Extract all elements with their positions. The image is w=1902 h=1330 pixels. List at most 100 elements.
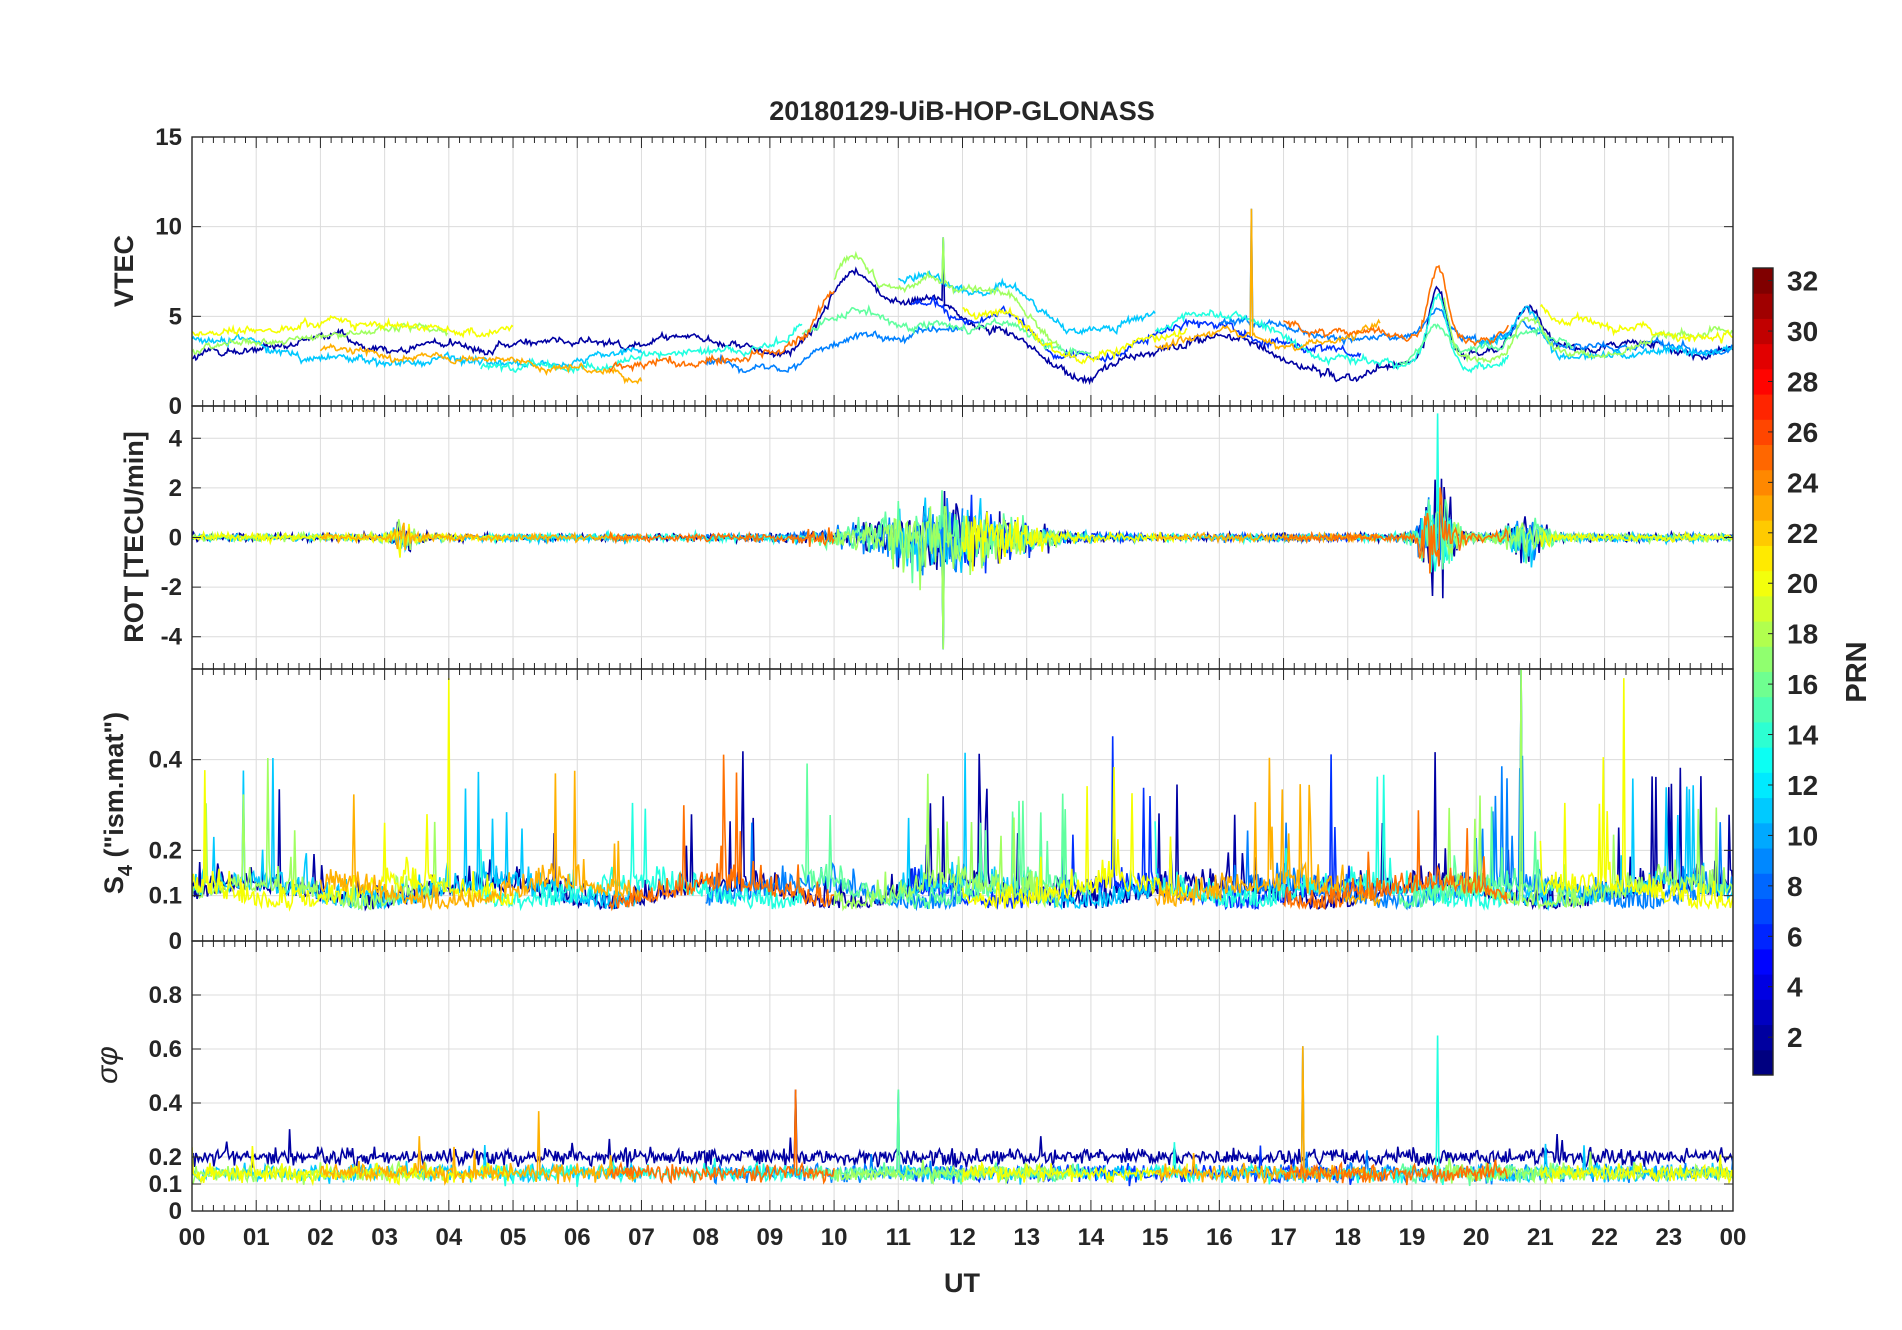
colorbar-segment <box>1753 822 1773 849</box>
sigma-series-prn-22 <box>319 1111 643 1186</box>
colorbar-segments <box>1753 268 1773 1076</box>
colorbar-segment <box>1753 999 1773 1026</box>
colorbar-segment <box>1753 848 1773 874</box>
panel-rot: -4 -2 0 2 4 ROT [TECU/min] <box>119 405 1734 670</box>
sigma-series-prn-20 <box>961 1160 1188 1183</box>
colorbar-segment <box>1753 873 1773 899</box>
vtec-ytick-label: 0 <box>169 393 182 420</box>
sigma-series <box>192 1035 1733 1187</box>
vtec-series-prn-15 <box>1398 323 1574 366</box>
s4-ytick-label: 0.1 <box>149 883 182 910</box>
s4-ylabel-sub: 4 <box>115 864 137 876</box>
s4-series-prn-24 <box>1282 810 1509 910</box>
colorbar-segment <box>1753 293 1773 319</box>
colorbar-label: PRN <box>1841 641 1873 702</box>
colorbar-tick-label: 16 <box>1787 669 1818 700</box>
x-tick-label: 00 <box>179 1224 206 1251</box>
colorbar-tick-label: 30 <box>1787 316 1818 347</box>
x-tick-label: 11 <box>886 1224 911 1251</box>
x-tick-label: 04 <box>435 1224 462 1251</box>
x-tick-label: 02 <box>307 1224 334 1251</box>
colorbar-segment <box>1753 318 1773 345</box>
s4-ylabel-rest: ("ism.mat") <box>99 712 129 865</box>
x-tick-label: 03 <box>371 1224 398 1251</box>
rot-ytick-label: 2 <box>169 475 182 502</box>
vtec-ticks: 0 5 10 15 <box>155 124 1734 420</box>
colorbar-segment <box>1753 923 1773 950</box>
vtec-ytick-label: 10 <box>155 214 182 241</box>
colorbar-segment <box>1753 570 1773 597</box>
s4-ylabel-main: S <box>99 876 129 894</box>
colorbar-segment <box>1753 948 1773 975</box>
rot-ytick-label: 0 <box>169 525 182 552</box>
colorbar-segment <box>1753 545 1773 572</box>
chart-title: 20180129-UiB-HOP-GLONASS <box>769 96 1155 126</box>
sigma-series-prn-17 <box>833 1159 1060 1186</box>
rot-series-prn-22 <box>320 522 643 551</box>
vtec-ytick-label: 5 <box>169 303 182 330</box>
vtec-series-prn-15 <box>801 304 1092 356</box>
vtec-series-prn-13 <box>480 323 803 375</box>
vtec-series-prn-22 <box>1154 208 1381 352</box>
x-tick-label: 12 <box>949 1224 976 1251</box>
colorbar-tick-label: 22 <box>1787 518 1818 549</box>
rot-series-prn-20 <box>961 511 1188 572</box>
vtec-series <box>192 208 1733 386</box>
x-tick-label: 17 <box>1270 1224 1297 1251</box>
rot-ticks: -4 -2 0 2 4 <box>161 406 1734 669</box>
vtec-series-prn-22 <box>319 342 643 385</box>
colorbar-tick-label: 26 <box>1787 417 1818 448</box>
vtec-series-prn-5 <box>911 295 1362 364</box>
colorbar-segment <box>1753 520 1773 546</box>
sigma-ytick-label: 0 <box>169 1198 182 1225</box>
x-tick-label: 08 <box>692 1224 719 1251</box>
sigma-series-prn-1 <box>192 1089 1733 1170</box>
s4-series-prn-15 <box>801 763 1092 910</box>
s4-series-prn-5 <box>910 736 1362 911</box>
sigma-ytick-label: 0.4 <box>149 1090 183 1117</box>
vtec-series-prn-24 <box>608 290 835 373</box>
vtec-series-prn-17 <box>192 321 449 355</box>
x-tick-label: 16 <box>1206 1224 1233 1251</box>
rot-series-prn-24 <box>608 527 835 547</box>
colorbar-tick-label: 12 <box>1787 770 1818 801</box>
vtec-series-prn-8 <box>704 323 964 375</box>
sigma-series-prn-13 <box>1154 1035 1510 1186</box>
sigma-ticks: 00.10.2 0.4 0.6 0.8 <box>149 941 1734 1225</box>
sigma-ytick-label: 0.8 <box>149 982 182 1009</box>
panel-vtec: 0 5 10 15 VTEC <box>109 124 1734 420</box>
s4-series-prn-8 <box>705 822 964 912</box>
x-tick-labels: 00 01 02 03 04 05 06 07 08 09 10 11 12 13 14 15 16 17 18 19… <box>179 1224 1747 1251</box>
colorbar-tick-label: 28 <box>1787 366 1818 397</box>
s4-ylabel: S4 ("ism.mat") <box>99 712 137 894</box>
colorbar-tick-label: 14 <box>1787 720 1819 751</box>
colorbar-tick-label: 10 <box>1787 820 1818 851</box>
colorbar-segment <box>1753 368 1773 395</box>
colorbar-segment <box>1753 671 1773 698</box>
x-tick-label: 15 <box>1142 1224 1169 1251</box>
colorbar-segment <box>1753 646 1773 672</box>
vtec-ytick-label: 15 <box>155 124 182 151</box>
colorbar-tick-label: 32 <box>1787 266 1818 297</box>
colorbar-tick-label: 4 <box>1787 972 1803 1003</box>
s4-series-prn-20 <box>961 766 1188 910</box>
s4-series <box>192 669 1733 912</box>
x-tick-label: 01 <box>243 1224 270 1251</box>
colorbar-segment <box>1753 974 1773 1000</box>
x-tick-label: 07 <box>628 1224 655 1251</box>
vtec-series-prn-20 <box>1539 303 1733 344</box>
rot-ytick-label: -2 <box>161 574 182 601</box>
colorbar-segment <box>1753 595 1773 622</box>
vtec-series-prn-20 <box>192 315 514 339</box>
colorbar-tick-label: 24 <box>1787 467 1819 498</box>
x-tick-label: 10 <box>821 1224 848 1251</box>
colorbar-segment <box>1753 696 1773 723</box>
x-tick-label: 22 <box>1591 1224 1618 1251</box>
colorbar-segment <box>1753 394 1773 420</box>
s4-series-prn-17 <box>833 773 1060 912</box>
rot-series-prn-20 <box>1539 529 1733 548</box>
x-tick-label: 19 <box>1399 1224 1426 1251</box>
vtec-series-prn-13 <box>1154 292 1510 374</box>
sigma-series-prn-24 <box>1283 1159 1509 1186</box>
